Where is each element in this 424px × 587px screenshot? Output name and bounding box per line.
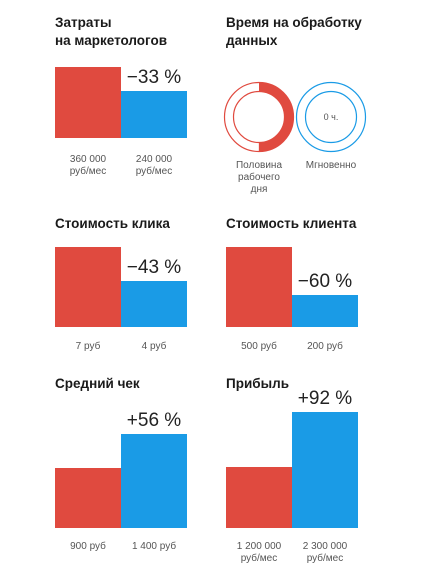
category-label: 1 200 000 [237, 541, 282, 552]
category-label: 240 000 [136, 154, 173, 165]
chart-panel-4: Стоимость клиента 500 руб 200 руб −60 % [226, 216, 358, 352]
category-label: 1 400 руб [132, 540, 176, 552]
donut-arc [224, 82, 294, 152]
donut-inner-ring [304, 90, 358, 144]
change-label: −60 % [298, 271, 353, 292]
chart-title: Стоимость клика [55, 216, 170, 231]
category-label: 2 300 000 [303, 541, 348, 552]
bar-after [292, 412, 358, 528]
bar-after [121, 281, 187, 327]
chart-panel-5: Средний чек 900 руб 1 400 руб +56 % [55, 376, 187, 552]
bar-before [226, 247, 292, 327]
bar-before [55, 247, 121, 327]
donut-label: Половина [236, 160, 282, 171]
donut-label: Мгновенно [306, 160, 357, 171]
chart-title: Стоимость клиента [226, 216, 357, 231]
change-label: −43 % [127, 257, 182, 278]
category-label: 360 000 [70, 154, 107, 165]
category-label: руб/мес [307, 552, 344, 564]
chart-panel-2: Время на обработку данных Половинарабочего… [223, 15, 367, 195]
chart-title: на маркетологов [55, 33, 167, 48]
bar-after [121, 434, 187, 528]
bar-after [121, 91, 187, 138]
category-label: 200 руб [307, 340, 343, 352]
donut-label: рабочего [238, 171, 280, 183]
category-label: 500 руб [241, 340, 277, 352]
category-label: руб/мес [136, 165, 173, 177]
bar-before [55, 468, 121, 528]
bar-after [292, 295, 358, 327]
category-label: 7 руб [76, 340, 101, 352]
chart-title: Прибыль [226, 376, 289, 391]
donut-label: дня [251, 184, 268, 195]
donut-center-label: 0 ч. [324, 112, 339, 122]
category-label: 900 руб [70, 540, 106, 552]
donut-inner-ring [232, 90, 286, 144]
category-label: руб/мес [70, 165, 107, 177]
change-label: +92 % [298, 388, 353, 409]
chart-title: Затраты [55, 15, 111, 30]
donut-outer-ring [295, 81, 367, 153]
bar-before [55, 67, 121, 138]
change-label: +56 % [127, 410, 182, 431]
category-label: 4 руб [142, 340, 167, 352]
bar-before [226, 467, 292, 528]
chart-title: данных [226, 33, 278, 48]
change-label: −33 % [127, 67, 182, 88]
chart-panel-3: Стоимость клика 7 руб 4 руб −43 % [55, 216, 187, 352]
category-label: руб/мес [241, 552, 278, 564]
chart-title: Время на обработку [226, 15, 362, 30]
chart-title: Средний чек [55, 376, 140, 391]
